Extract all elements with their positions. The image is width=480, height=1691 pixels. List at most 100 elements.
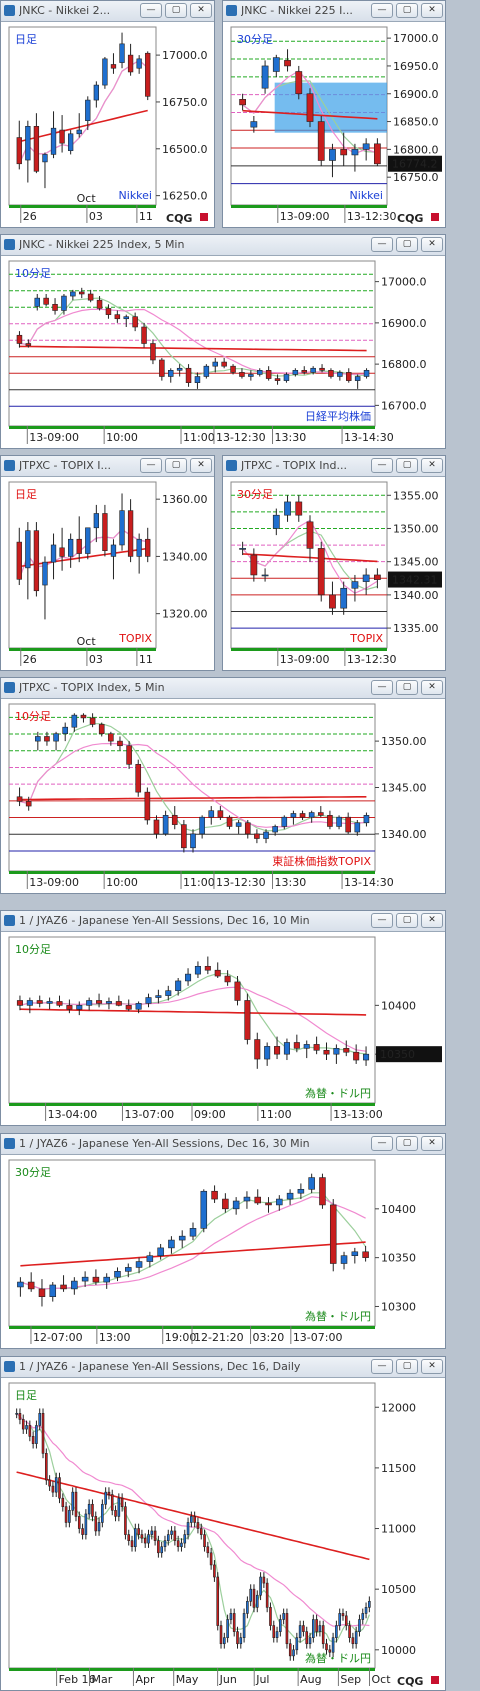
candle [38, 1288, 46, 1298]
close-button[interactable]: ✕ [421, 680, 443, 695]
candle [239, 1637, 243, 1645]
candle [318, 1625, 322, 1632]
last-price-badge [388, 571, 442, 588]
chart-window-w4[interactable]: JTPXC - TOPIX I... — ▢ ✕ 1360.00 1340.00 1320.… [0, 455, 215, 671]
y-tick-label: 1320.00 [162, 608, 208, 621]
candlestick-chart[interactable]: 17000.0 16750.0 16500.0 16250.0 26 03 11 Oct 日足 N… [1, 21, 214, 227]
candle [351, 581, 359, 589]
chart-window-w2[interactable]: JNKC - Nikkei 225 I... — ▢ ✕ 17000.0 16950.0 1… [222, 0, 446, 228]
instrument-label: 為替・ドル円 [305, 1309, 371, 1323]
close-button[interactable]: ✕ [190, 458, 212, 473]
minimize-button[interactable]: — [371, 913, 393, 928]
close-button[interactable]: ✕ [421, 458, 443, 473]
window-titlebar[interactable]: JNKC - Nikkei 2... — ▢ ✕ [1, 1, 214, 22]
minimize-button[interactable]: — [371, 3, 393, 18]
candle [124, 1506, 127, 1535]
close-button[interactable]: ✕ [421, 913, 443, 928]
maximize-button[interactable]: ▢ [396, 237, 418, 252]
maximize-button[interactable]: ▢ [165, 3, 187, 18]
x-sub-label: Oct [77, 192, 97, 205]
chart-window-w8[interactable]: 1 / JYAZ6 - Japanese Yen-All Sessions, D… [0, 1133, 446, 1349]
window-titlebar[interactable]: 1 / JYAZ6 - Japanese Yen-All Sessions, D… [1, 1134, 445, 1155]
maximize-button[interactable]: ▢ [396, 913, 418, 928]
minimize-button[interactable]: — [371, 1359, 393, 1374]
window-title: JTPXC - TOPIX I... [19, 459, 111, 472]
chart-window-w6[interactable]: JTPXC - TOPIX Index, 5 Min — ▢ ✕ 1350.00 1345… [0, 677, 446, 894]
candle [239, 372, 245, 377]
candle [189, 1228, 197, 1237]
chart-window-w5[interactable]: JTPXC - TOPIX Ind... — ▢ ✕ 1355.00 1350.00 134… [222, 455, 446, 671]
close-button[interactable]: ✕ [421, 237, 443, 252]
candlestick-chart[interactable]: 1360.00 1340.00 1320.00 26 03 11 Oct 日足 TOPIX [1, 476, 214, 670]
x-tick-label: 13-09:00 [280, 210, 330, 223]
chart-window-w3[interactable]: JNKC - Nikkei 225 Index, 5 Min — ▢ ✕ 17000.0… [0, 234, 446, 449]
candle [272, 1625, 276, 1638]
cqg-logo: CQG [397, 212, 423, 225]
close-button[interactable]: ✕ [421, 1136, 443, 1151]
chart-window-w7[interactable]: 1 / JYAZ6 - Japanese Yen-All Sessions, D… [0, 910, 446, 1126]
window-titlebar[interactable]: JNKC - Nikkei 225 I... — ▢ ✕ [223, 1, 445, 22]
candle [341, 1613, 345, 1617]
candle [261, 65, 269, 89]
close-button[interactable]: ✕ [190, 3, 212, 18]
candlestick-chart[interactable]: 17000.0 16900.0 16800.0 16700.0 13-09:00 10:0… [1, 255, 445, 448]
candlestick-chart[interactable]: 17000.0 16950.0 16900.0 16850.0 16800.0 16750… [223, 21, 445, 227]
candle [18, 1413, 22, 1420]
maximize-button[interactable]: ▢ [396, 680, 418, 695]
app-icon [4, 1138, 15, 1149]
x-tick-label: Jun [219, 1673, 237, 1686]
minimize-button[interactable]: — [371, 680, 393, 695]
minimize-button[interactable]: — [371, 237, 393, 252]
candle [295, 501, 303, 516]
candle [130, 1540, 134, 1548]
maximize-button[interactable]: ▢ [165, 458, 187, 473]
candle [79, 291, 85, 295]
window-titlebar[interactable]: JTPXC - TOPIX I... — ▢ ✕ [1, 456, 214, 477]
window-title: 1 / JYAZ6 - Japanese Yen-All Sessions, D… [19, 1360, 301, 1373]
candle [209, 1552, 213, 1566]
minimize-button[interactable]: — [371, 1136, 393, 1151]
window-titlebar[interactable]: 1 / JYAZ6 - Japanese Yen-All Sessions, D… [1, 911, 445, 932]
candle [265, 370, 272, 379]
y-tick-label: 16250.0 [162, 190, 208, 203]
maximize-button[interactable]: ▢ [396, 458, 418, 473]
y-tick-label: 16800.0 [381, 358, 427, 371]
candle [53, 733, 59, 742]
maximize-button[interactable]: ▢ [396, 1136, 418, 1151]
maximize-icon: ▢ [402, 682, 412, 692]
chart-window-w9[interactable]: 1 / JYAZ6 - Japanese Yen-All Sessions, D… [0, 1356, 446, 1691]
candle [204, 965, 211, 971]
close-button[interactable]: ✕ [421, 1359, 443, 1374]
y-tick-label: 10500 [381, 1583, 416, 1596]
window-titlebar[interactable]: JNKC - Nikkei 225 Index, 5 Min — ▢ ✕ [1, 235, 445, 256]
session-bar [231, 205, 387, 208]
chart-window-w1[interactable]: JNKC - Nikkei 2... — ▢ ✕ 17000.0 16750.0 16500… [0, 0, 215, 228]
window-titlebar[interactable]: JTPXC - TOPIX Ind... — ▢ ✕ [223, 456, 445, 477]
y-tick-label: 10300 [381, 1300, 416, 1313]
candle [336, 816, 342, 827]
maximize-button[interactable]: ▢ [396, 3, 418, 18]
candle [361, 1613, 365, 1620]
candle [354, 822, 361, 833]
close-icon: ✕ [428, 5, 436, 15]
candlestick-chart[interactable]: 10400 10350 10300 12-07:00 13:00 19:0012-21:2… [1, 1154, 445, 1348]
maximize-icon: ▢ [402, 239, 412, 249]
window-titlebar[interactable]: 1 / JYAZ6 - Japanese Yen-All Sessions, D… [1, 1357, 445, 1378]
candle [86, 1000, 93, 1006]
minimize-button[interactable]: — [140, 458, 162, 473]
candle [35, 1425, 38, 1444]
y-tick-label: 16750.0 [393, 171, 439, 184]
maximize-button[interactable]: ▢ [396, 1359, 418, 1374]
close-button[interactable]: ✕ [421, 3, 443, 18]
candle [48, 1479, 51, 1487]
app-icon [4, 682, 15, 693]
candlestick-chart[interactable]: 1355.00 1350.00 1345.00 1340.00 1335.00 13-09… [223, 476, 445, 670]
minimize-button[interactable]: — [140, 3, 162, 18]
candle [162, 815, 169, 835]
candle [15, 1413, 18, 1415]
candlestick-chart[interactable]: 10400 10350 13-04:00 13-07:00 09:00 11:00 13-1… [1, 931, 445, 1125]
minimize-button[interactable]: — [371, 458, 393, 473]
window-titlebar[interactable]: JTPXC - TOPIX Index, 5 Min — ▢ ✕ [1, 678, 445, 699]
